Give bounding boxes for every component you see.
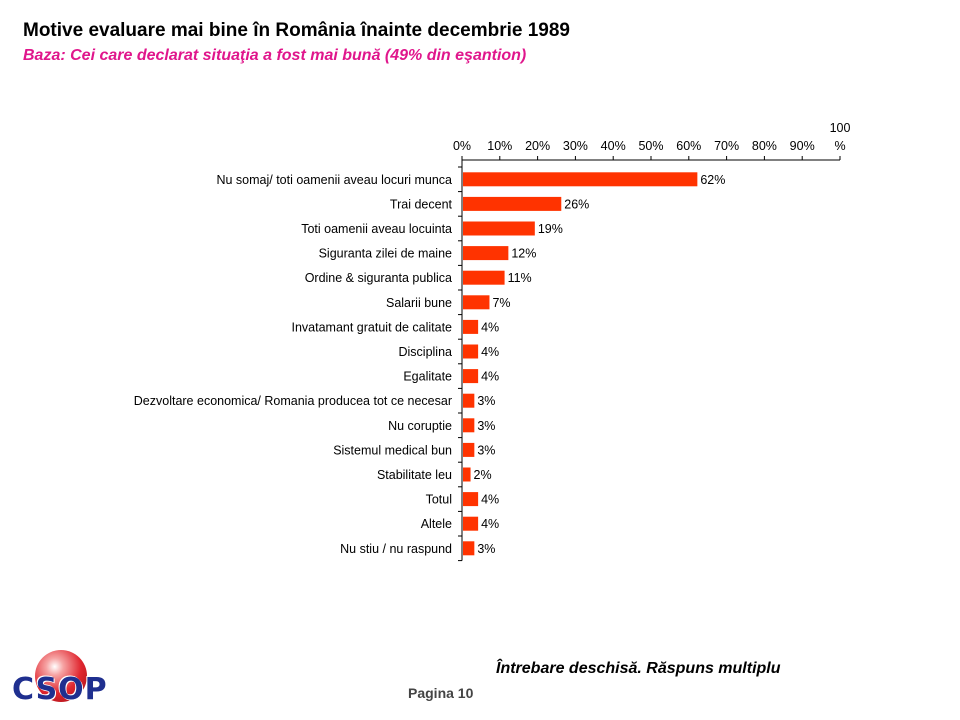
bar <box>463 246 509 261</box>
page-number: Pagina 10 <box>408 685 473 701</box>
bar <box>463 393 475 408</box>
x-tick-label: 30% <box>563 139 588 153</box>
data-label: 62% <box>700 173 725 187</box>
data-label: 11% <box>508 271 532 285</box>
data-label: 3% <box>477 394 495 408</box>
category-label: Stabilitate leu <box>377 468 452 482</box>
data-label: 2% <box>474 468 492 482</box>
category-label: Nu coruptie <box>388 419 452 433</box>
question-note: Întrebare deschisă. Răspuns multiplu <box>496 660 781 677</box>
bar <box>463 369 479 384</box>
x-tick-label: 20% <box>525 139 550 153</box>
data-label: 7% <box>492 296 510 310</box>
bar <box>463 319 479 334</box>
x-tick-label: 60% <box>676 139 701 153</box>
page-title: Motive evaluare mai bine în România înai… <box>23 20 570 41</box>
data-label: 12% <box>511 247 536 261</box>
x-tick-label: % <box>834 139 845 153</box>
data-label: 4% <box>481 320 499 334</box>
data-label: 3% <box>477 419 495 433</box>
data-label: 26% <box>564 197 589 211</box>
logo-text: CSOP <box>12 672 108 707</box>
data-label: 4% <box>481 370 499 384</box>
bar <box>463 492 479 507</box>
category-label: Dezvoltare economica/ Romania producea t… <box>134 394 452 408</box>
bar <box>463 541 475 556</box>
bar <box>463 196 562 211</box>
category-label: Altele <box>421 517 452 531</box>
x-tick-label: 50% <box>638 139 663 153</box>
bar <box>463 442 475 457</box>
page-subtitle: Baza: Cei care declarat situaţia a fost … <box>23 47 527 64</box>
page-label: Pagina <box>408 685 454 701</box>
data-label: 19% <box>538 222 563 236</box>
category-label: Nu stiu / nu raspund <box>340 542 452 556</box>
category-label: Totul <box>426 493 452 507</box>
category-label: Disciplina <box>399 345 453 359</box>
data-label: 4% <box>481 493 499 507</box>
category-label: Invatamant gratuit de calitate <box>291 320 452 334</box>
category-label: Egalitate <box>403 370 452 384</box>
bar <box>463 295 490 310</box>
x-tick-label: 90% <box>790 139 815 153</box>
bar <box>463 344 479 359</box>
bar <box>463 172 698 187</box>
x-tick-label: 100 <box>830 121 851 135</box>
x-tick-label: 80% <box>752 139 777 153</box>
logo-ball-icon <box>35 650 87 702</box>
bar <box>463 221 535 236</box>
csop-logo: CSOP <box>8 648 114 710</box>
category-label: Salarii bune <box>386 296 452 310</box>
category-label: Toti oamenii aveau locuinta <box>301 222 452 236</box>
x-tick-label: 0% <box>453 139 471 153</box>
data-label: 4% <box>481 517 499 531</box>
bar <box>463 516 479 531</box>
bar <box>463 418 475 433</box>
bar <box>463 467 471 482</box>
x-tick-label: 10% <box>487 139 512 153</box>
category-label: Trai decent <box>390 197 453 211</box>
category-label: Sistemul medical bun <box>333 443 452 457</box>
page-value: 10 <box>457 685 474 701</box>
x-tick-label: 70% <box>714 139 739 153</box>
data-label: 4% <box>481 345 499 359</box>
data-label: 3% <box>477 542 495 556</box>
data-label: 3% <box>477 443 495 457</box>
x-tick-label: 40% <box>601 139 626 153</box>
category-label: Siguranta zilei de maine <box>319 247 452 261</box>
category-label: Nu somaj/ toti oamenii aveau locuri munc… <box>216 173 452 187</box>
category-label: Ordine & siguranta publica <box>305 271 452 285</box>
bar <box>463 270 505 285</box>
